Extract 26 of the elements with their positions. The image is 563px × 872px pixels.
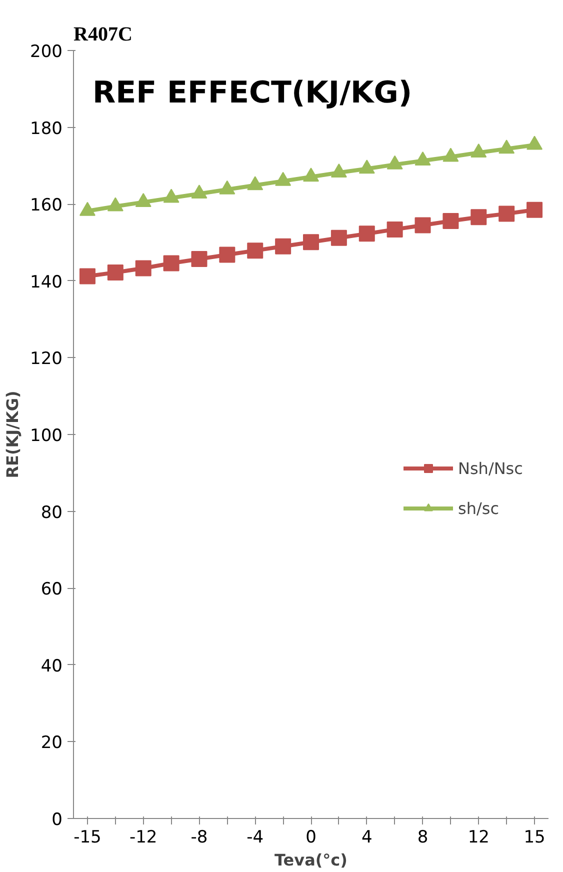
y-tick-label: 100 — [30, 426, 63, 446]
x-tick-label: 4 — [361, 828, 372, 848]
y-tick-label: 80 — [40, 502, 63, 523]
y-tick-label: 120 — [30, 349, 63, 370]
x-tick-label: 12 — [468, 828, 490, 848]
x-tick-label: 15 — [524, 828, 546, 848]
x-tick-label: 8 — [417, 828, 428, 848]
y-tick-label: 40 — [40, 656, 63, 676]
x-tick-label: -15 — [74, 828, 102, 848]
y-tick-label: 180 — [30, 118, 63, 139]
y-tick-label: 0 — [52, 810, 63, 830]
x-tick-label: -4 — [246, 828, 264, 848]
legend-label: Nsh/Nsc — [458, 458, 523, 478]
y-axis-title: RE(KJ/KG) — [3, 390, 22, 478]
x-tick-label: -12 — [129, 828, 158, 848]
x-axis-title: Teva(°c) — [274, 850, 348, 870]
x-tick-label: -8 — [190, 828, 208, 848]
y-tick-label: 60 — [40, 580, 63, 600]
y-tick-label: 160 — [30, 196, 63, 216]
text: REF EFFECT(KJ/KG) — [92, 76, 412, 110]
y-tick-label: 20 — [40, 733, 63, 754]
y-tick-label: 200 — [30, 42, 63, 62]
x-tick-label: 0 — [306, 828, 316, 848]
chart-title: R407C — [74, 24, 132, 46]
y-tick-label: 140 — [30, 272, 63, 292]
legend-label: sh/sc — [458, 498, 499, 518]
